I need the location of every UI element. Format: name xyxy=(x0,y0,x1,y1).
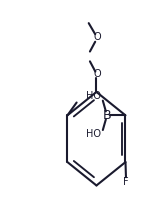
Text: O: O xyxy=(93,69,101,79)
Text: F: F xyxy=(123,177,129,187)
Text: HO: HO xyxy=(86,91,101,101)
Text: HO: HO xyxy=(86,129,101,140)
Text: O: O xyxy=(93,32,101,42)
Text: B: B xyxy=(103,109,111,122)
